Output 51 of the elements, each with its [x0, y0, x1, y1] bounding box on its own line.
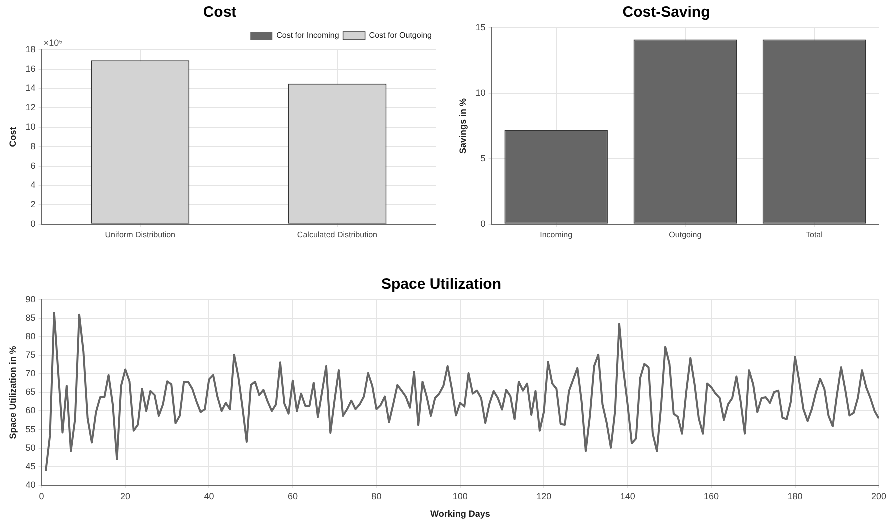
y-tick-label: 80 — [26, 332, 36, 342]
x-tick-label: Uniform Distribution — [105, 230, 176, 240]
y-tick-label: 14 — [26, 83, 36, 94]
legend-label: Cost for Incoming — [276, 31, 340, 40]
y-tick-label: 85 — [26, 313, 36, 324]
y-tick-label: 40 — [26, 480, 36, 490]
x-tick-label: Incoming — [540, 230, 573, 240]
y-axis-title: Savings in % — [458, 98, 468, 154]
y-tick-label: 70 — [26, 368, 36, 379]
x-tick-label: Total — [806, 230, 824, 240]
y-tick-label: 50 — [26, 442, 36, 453]
y-tick-label: 8 — [30, 141, 36, 152]
y-tick-label: 0 — [480, 218, 486, 229]
x-tick-label: 40 — [204, 491, 214, 502]
x-tick-label: 160 — [704, 491, 720, 502]
y-tick-label: 15 — [476, 22, 486, 32]
x-tick-label: 0 — [39, 491, 44, 502]
x-tick-label: 20 — [120, 491, 131, 502]
text: ×10⁵ — [44, 38, 64, 48]
y-tick-label: 75 — [26, 350, 36, 360]
x-tick-label: 100 — [452, 491, 468, 502]
x-tick-label: 200 — [871, 491, 887, 502]
y-axis-title: Cost — [8, 127, 18, 148]
x-tick-label: 80 — [372, 491, 382, 502]
y-tick-label: 18 — [26, 44, 36, 54]
y-tick-label: 65 — [26, 387, 36, 398]
x-tick-label: 180 — [788, 491, 803, 502]
y-tick-label: 45 — [26, 461, 36, 472]
y-tick-label: 55 — [26, 424, 36, 434]
y-axis-title: Space Utilization in % — [8, 346, 18, 440]
y-tick-label: 2 — [30, 200, 36, 210]
chart-title: Cost-Saving — [622, 4, 710, 22]
x-tick-label: 120 — [536, 491, 552, 502]
y-tick-label: 0 — [30, 218, 36, 229]
y-tick-label: 6 — [30, 160, 36, 171]
y-tick-label: 60 — [26, 406, 36, 416]
y-tick-label: 4 — [30, 180, 36, 190]
y-tick-label: 5 — [480, 153, 486, 164]
x-axis-title: Working Days — [430, 509, 490, 520]
chart-title: Space Utilization — [381, 276, 502, 294]
x-tick-label: 140 — [620, 491, 636, 502]
y-tick-label: 90 — [26, 294, 36, 304]
legend-label: Cost for Outgoing — [369, 31, 432, 40]
chart-title: Cost — [203, 4, 237, 22]
y-tick-label: 16 — [26, 64, 36, 74]
y-tick-label: 10 — [26, 122, 36, 132]
x-tick-label: Outgoing — [669, 230, 702, 240]
y-tick-label: 10 — [476, 88, 486, 98]
x-tick-label: 60 — [288, 491, 298, 502]
x-tick-label: Calculated Distribution — [297, 230, 378, 240]
y-tick-label: 12 — [26, 102, 36, 113]
